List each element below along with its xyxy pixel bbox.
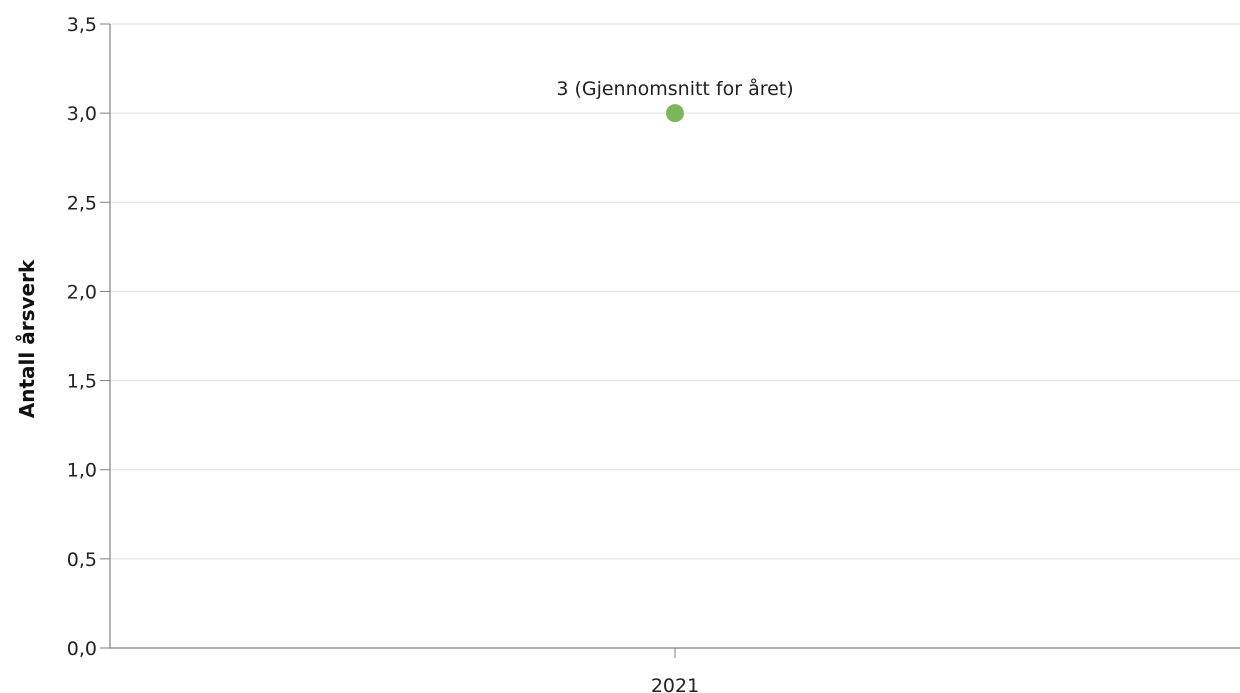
x-tick-label: 2021 xyxy=(651,675,699,693)
y-tick-label: 3,0 xyxy=(67,103,97,125)
data-points: 3 (Gjennomsnitt for året) xyxy=(556,77,794,123)
y-tick-label: 1,0 xyxy=(67,460,97,482)
data-point[interactable] xyxy=(666,104,684,123)
y-tick-label: 0,5 xyxy=(67,549,97,571)
y-tick-label: 1,5 xyxy=(67,371,97,393)
y-tick-label: 3,5 xyxy=(67,14,97,36)
data-label: 3 (Gjennomsnitt for året) xyxy=(556,77,793,100)
x-axis-ticks: 2021 xyxy=(651,648,699,693)
y-tick-label: 0,0 xyxy=(67,638,97,660)
y-axis-title: Antall årsverk xyxy=(15,259,39,418)
y-tick-label: 2,0 xyxy=(67,281,97,303)
y-tick-label: 2,5 xyxy=(67,192,97,214)
y-axis-ticks: 0,0 0,5 1,0 1,5 2,0 2,5 3,0 3,5 xyxy=(67,14,110,660)
